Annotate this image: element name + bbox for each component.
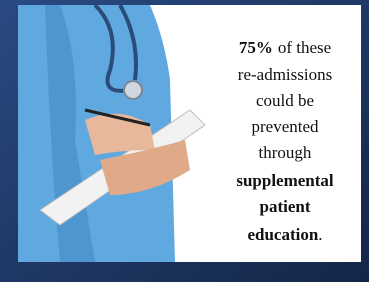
text-line: could be	[256, 91, 314, 110]
emphasis-line: patient	[260, 197, 311, 216]
emphasis-line: supplemental	[236, 171, 334, 190]
slide: 75% of these re-admissions could be preve…	[0, 0, 369, 282]
text-line: 75% of these	[239, 38, 331, 57]
text-fragment: of these	[278, 38, 331, 57]
emphasis-fragment: education	[247, 225, 318, 244]
text-line: prevented	[251, 117, 319, 136]
text-line: education.	[247, 225, 322, 244]
page: 75% of these re-admissions could be preve…	[0, 0, 369, 282]
stat: 75%	[239, 38, 273, 57]
punctuation: .	[318, 225, 322, 244]
text-line: re-admissions	[238, 65, 332, 84]
text-line: through	[259, 143, 312, 162]
